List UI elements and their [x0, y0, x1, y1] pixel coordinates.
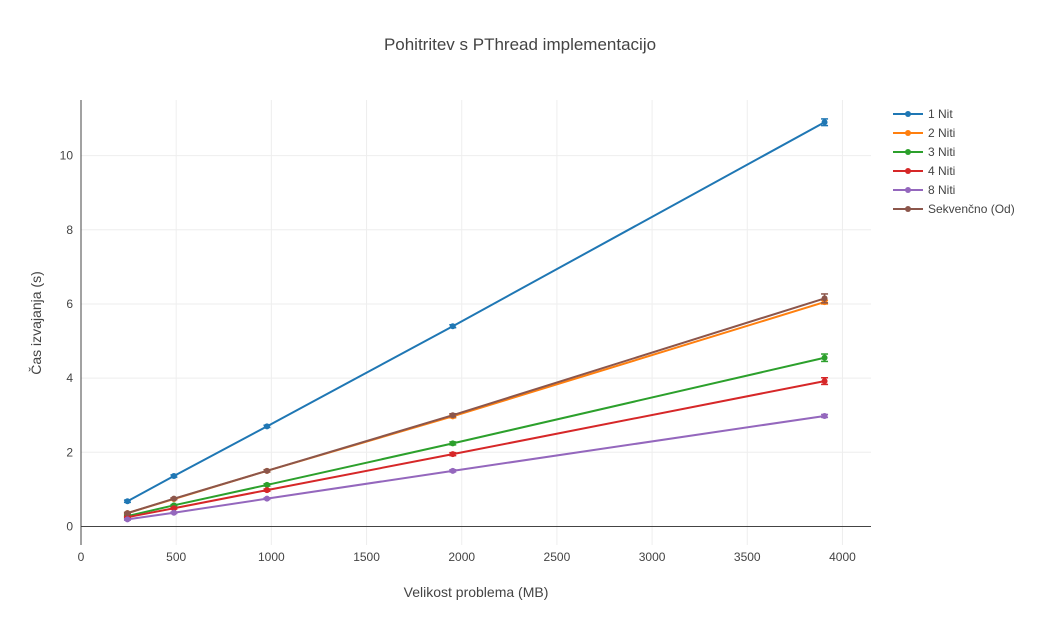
data-point	[170, 495, 177, 502]
data-point	[263, 467, 270, 474]
y-tick-label: 8	[66, 223, 73, 237]
legend-swatch-marker	[905, 130, 911, 136]
legend-item[interactable]: 1 Nit	[893, 107, 953, 121]
legend[interactable]: 1 Nit 2 Niti 3 Niti 4 Niti 8 Niti Sekvenčno (…	[893, 107, 1015, 216]
data-point	[821, 119, 828, 126]
y-tick-label: 10	[60, 149, 74, 163]
data-point	[263, 423, 270, 430]
series-6	[123, 293, 829, 517]
data-point	[821, 354, 828, 361]
x-tick-label: 3500	[734, 550, 761, 564]
data-point	[170, 473, 177, 480]
x-tick-label: 3000	[639, 550, 666, 564]
legend-label: 3 Niti	[928, 145, 955, 159]
data-point	[821, 378, 828, 385]
series-line	[126, 121, 826, 503]
legend-item[interactable]: 3 Niti	[893, 145, 955, 159]
series-line	[127, 380, 825, 519]
data-point	[170, 509, 177, 516]
series-3	[123, 353, 829, 520]
legend-label: 8 Niti	[928, 183, 955, 197]
legend-item[interactable]: 2 Niti	[893, 126, 955, 140]
series-1	[123, 118, 829, 505]
series-4	[123, 377, 829, 521]
x-tick-label: 1000	[258, 550, 285, 564]
data-point	[449, 440, 456, 447]
axes	[80, 100, 871, 545]
series-line	[127, 297, 825, 515]
legend-label: 4 Niti	[928, 164, 955, 178]
data-point	[449, 412, 456, 419]
data-point	[263, 481, 270, 488]
data-point	[449, 323, 456, 330]
legend-label: 1 Nit	[928, 107, 953, 121]
y-tick-label: 0	[66, 519, 73, 533]
y-tick-label: 2	[66, 445, 73, 459]
legend-item[interactable]: 8 Niti	[893, 183, 955, 197]
data-point	[449, 451, 456, 458]
x-tick-label: 2500	[544, 550, 571, 564]
data-point	[170, 505, 177, 512]
chart-title: Pohitritev s PThread implementacijo	[384, 35, 656, 54]
x-tick-label: 1500	[353, 550, 380, 564]
series-group	[123, 118, 829, 523]
data-point	[263, 495, 270, 502]
x-tick-label: 500	[166, 550, 186, 564]
legend-swatch-marker	[905, 149, 911, 155]
series-5	[123, 412, 829, 523]
legend-swatch-marker	[905, 206, 911, 212]
data-point	[124, 516, 131, 523]
legend-swatch-marker	[905, 168, 911, 174]
y-axis-title: Čas izvajanja (s)	[28, 271, 44, 374]
y-tick-label: 4	[66, 371, 73, 385]
x-tick-labels: 0 500 1000 1500 2000 2500 3000 3500 4000	[78, 550, 856, 564]
x-tick-label: 2000	[448, 550, 475, 564]
series-line	[127, 356, 825, 518]
data-point	[124, 498, 131, 505]
legend-item[interactable]: 4 Niti	[893, 164, 955, 178]
data-point	[821, 412, 828, 419]
y-tick-label: 6	[66, 297, 73, 311]
legend-label: Sekvenčno (Od)	[928, 202, 1015, 216]
x-axis-title: Velikost problema (MB)	[404, 584, 549, 600]
data-point	[124, 510, 131, 517]
data-point	[821, 295, 828, 302]
y-tick-labels: 0 2 4 6 8 10	[60, 149, 74, 534]
series-line	[127, 414, 825, 521]
legend-swatch-marker	[905, 111, 911, 117]
x-tick-label: 0	[78, 550, 85, 564]
legend-label: 2 Niti	[928, 126, 955, 140]
data-point	[449, 467, 456, 474]
legend-swatch-marker	[905, 187, 911, 193]
data-point	[263, 487, 270, 494]
legend-item[interactable]: Sekvenčno (Od)	[893, 202, 1015, 216]
x-tick-label: 4000	[829, 550, 856, 564]
grid	[81, 100, 871, 545]
